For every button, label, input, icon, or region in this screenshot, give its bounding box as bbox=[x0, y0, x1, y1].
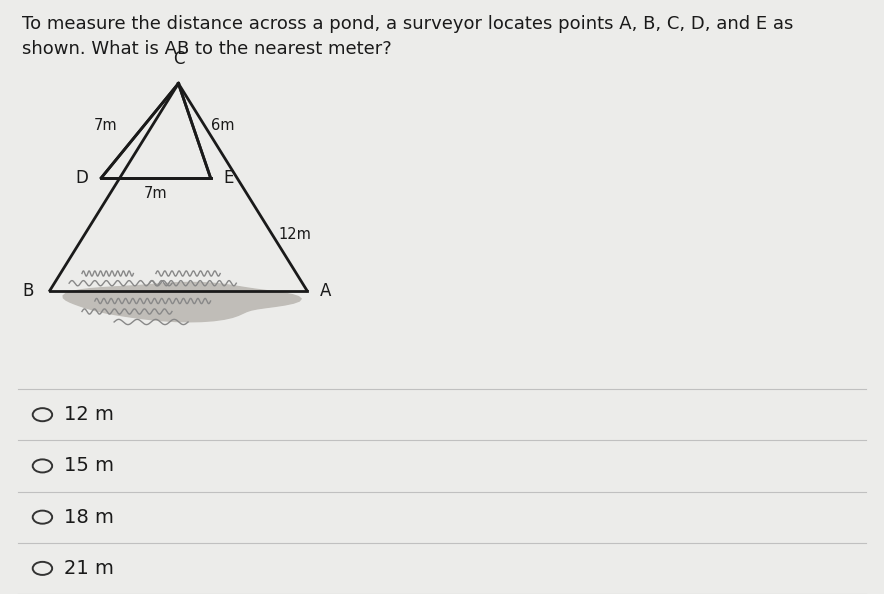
Polygon shape bbox=[63, 283, 301, 322]
Text: A: A bbox=[320, 282, 332, 299]
Text: D: D bbox=[75, 169, 88, 187]
Text: 12 m: 12 m bbox=[64, 405, 113, 424]
Text: E: E bbox=[224, 169, 233, 187]
Polygon shape bbox=[102, 84, 210, 178]
Text: 7m: 7m bbox=[144, 186, 168, 201]
Text: To measure the distance across a pond, a surveyor locates points A, B, C, D, and: To measure the distance across a pond, a… bbox=[22, 15, 794, 58]
Text: B: B bbox=[22, 282, 34, 299]
Text: 7m: 7m bbox=[94, 118, 118, 133]
Text: 6m: 6m bbox=[210, 118, 234, 133]
Text: 21 m: 21 m bbox=[64, 559, 113, 578]
Text: C: C bbox=[172, 50, 184, 68]
Text: 12m: 12m bbox=[278, 227, 311, 242]
Text: 18 m: 18 m bbox=[64, 508, 113, 527]
Text: 15 m: 15 m bbox=[64, 456, 114, 475]
